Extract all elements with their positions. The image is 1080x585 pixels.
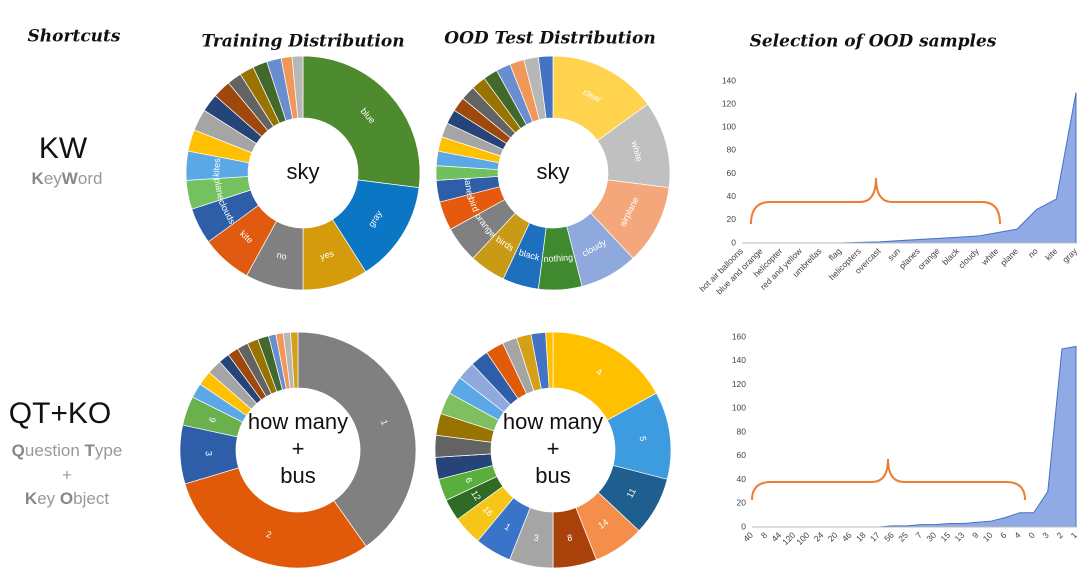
- center-label: +: [547, 436, 560, 461]
- segment-label: kites: [211, 158, 222, 178]
- segment-label: plane: [212, 177, 226, 201]
- segment-label: no: [276, 250, 288, 262]
- donut-segment: [291, 55, 304, 119]
- segment-label: 4: [594, 366, 603, 377]
- segment-label: 6: [207, 416, 218, 424]
- row-description: KeyWord: [32, 169, 103, 188]
- segment-label: 3: [533, 532, 540, 543]
- area: [742, 92, 1077, 244]
- segment-label: 12: [469, 489, 483, 503]
- row-description: Question Type: [12, 441, 123, 460]
- donut-segment: [184, 467, 367, 569]
- y-tick-label: 80: [727, 145, 737, 155]
- donut-segment: [290, 331, 299, 389]
- donut-segment: [537, 55, 554, 119]
- x-tick-label: plane: [998, 246, 1020, 268]
- center-label: bus: [280, 463, 315, 488]
- donut-segment: [297, 331, 417, 547]
- y-tick-label: 20: [727, 214, 737, 224]
- segment-label: nothing: [543, 252, 573, 264]
- x-tick-label: 20: [826, 530, 840, 544]
- y-tick-label: 40: [727, 191, 737, 201]
- segment-label: planes: [462, 172, 476, 200]
- row-description: Key Object: [25, 489, 109, 508]
- y-tick-label: 20: [737, 498, 747, 508]
- x-tick-label: white: [979, 246, 1001, 268]
- column-header: Training Distribution: [201, 32, 404, 52]
- center-label: how many: [503, 409, 603, 434]
- row-label: QT+KO: [9, 397, 112, 430]
- y-tick-label: 80: [737, 426, 747, 436]
- segment-label: 8: [566, 532, 573, 543]
- column-header: OOD Test Distribution: [444, 29, 655, 49]
- x-tick-label: 9: [970, 530, 981, 541]
- y-tick-label: 0: [741, 521, 746, 531]
- x-tick-label: kite: [1043, 246, 1060, 263]
- x-tick-label: 15: [938, 530, 952, 544]
- y-tick-label: 120: [732, 379, 746, 389]
- x-tick-label: 1: [1069, 530, 1080, 541]
- x-tick-label: 30: [924, 530, 938, 544]
- y-tick-label: 100: [722, 122, 736, 132]
- x-tick-label: 10: [981, 530, 995, 544]
- x-tick-label: orange: [916, 246, 942, 272]
- segment-label: 3: [204, 451, 214, 456]
- center-label: how many: [248, 409, 348, 434]
- x-tick-label: 7: [914, 530, 925, 541]
- center-label: +: [292, 436, 305, 461]
- x-tick-label: 2: [1054, 530, 1065, 541]
- center-label: sky: [287, 159, 320, 184]
- brace: [750, 177, 1001, 225]
- x-tick-label: 18: [854, 530, 868, 544]
- y-tick-label: 140: [722, 75, 736, 85]
- column-header: Selection of OOD samples: [750, 32, 997, 52]
- row-label: KW: [39, 132, 88, 165]
- x-tick-label: 13: [953, 530, 967, 544]
- x-tick-label: 46: [840, 530, 854, 544]
- segment-label: 1: [503, 521, 512, 532]
- center-label: bus: [535, 463, 570, 488]
- x-tick-label: 8: [759, 530, 770, 541]
- segment-label: 2: [265, 529, 273, 540]
- donut-segment: [302, 55, 421, 189]
- center-label: sky: [537, 159, 570, 184]
- x-tick-label: 40: [741, 530, 755, 544]
- y-tick-label: 0: [731, 237, 736, 247]
- x-tick-label: 100: [794, 530, 811, 547]
- x-tick-label: no: [1026, 246, 1040, 260]
- segment-label: 16: [481, 504, 495, 518]
- y-tick-label: 140: [732, 355, 746, 365]
- y-tick-label: 60: [737, 450, 747, 460]
- brace: [751, 458, 1026, 501]
- shortcuts-header: Shortcuts: [28, 27, 121, 47]
- x-tick-label: 6: [998, 530, 1009, 541]
- x-tick-label: 17: [868, 530, 882, 544]
- donut-segment: [545, 331, 554, 389]
- row-description: +: [62, 465, 72, 484]
- x-tick-label: cloudy: [956, 245, 981, 270]
- segment-label: 6: [463, 476, 474, 484]
- segment-label: 14: [596, 517, 610, 531]
- x-tick-label: 25: [896, 530, 910, 544]
- segment-label: 5: [638, 436, 649, 442]
- x-tick-label: 0: [1026, 530, 1037, 541]
- y-tick-label: 100: [732, 403, 746, 413]
- area: [752, 345, 1077, 528]
- x-tick-label: 56: [882, 530, 896, 544]
- segment-label: 11: [625, 487, 638, 500]
- x-tick-label: 4: [1012, 530, 1023, 541]
- y-tick-label: 160: [732, 331, 746, 341]
- x-tick-label: gray: [1060, 245, 1079, 264]
- y-tick-label: 120: [722, 98, 736, 108]
- y-tick-label: 60: [727, 168, 737, 178]
- segment-label: yes: [319, 248, 336, 262]
- y-tick-label: 40: [737, 474, 747, 484]
- x-tick-label: 3: [1040, 530, 1051, 541]
- x-tick-label: 24: [812, 530, 826, 544]
- segment-label: 1: [379, 419, 390, 427]
